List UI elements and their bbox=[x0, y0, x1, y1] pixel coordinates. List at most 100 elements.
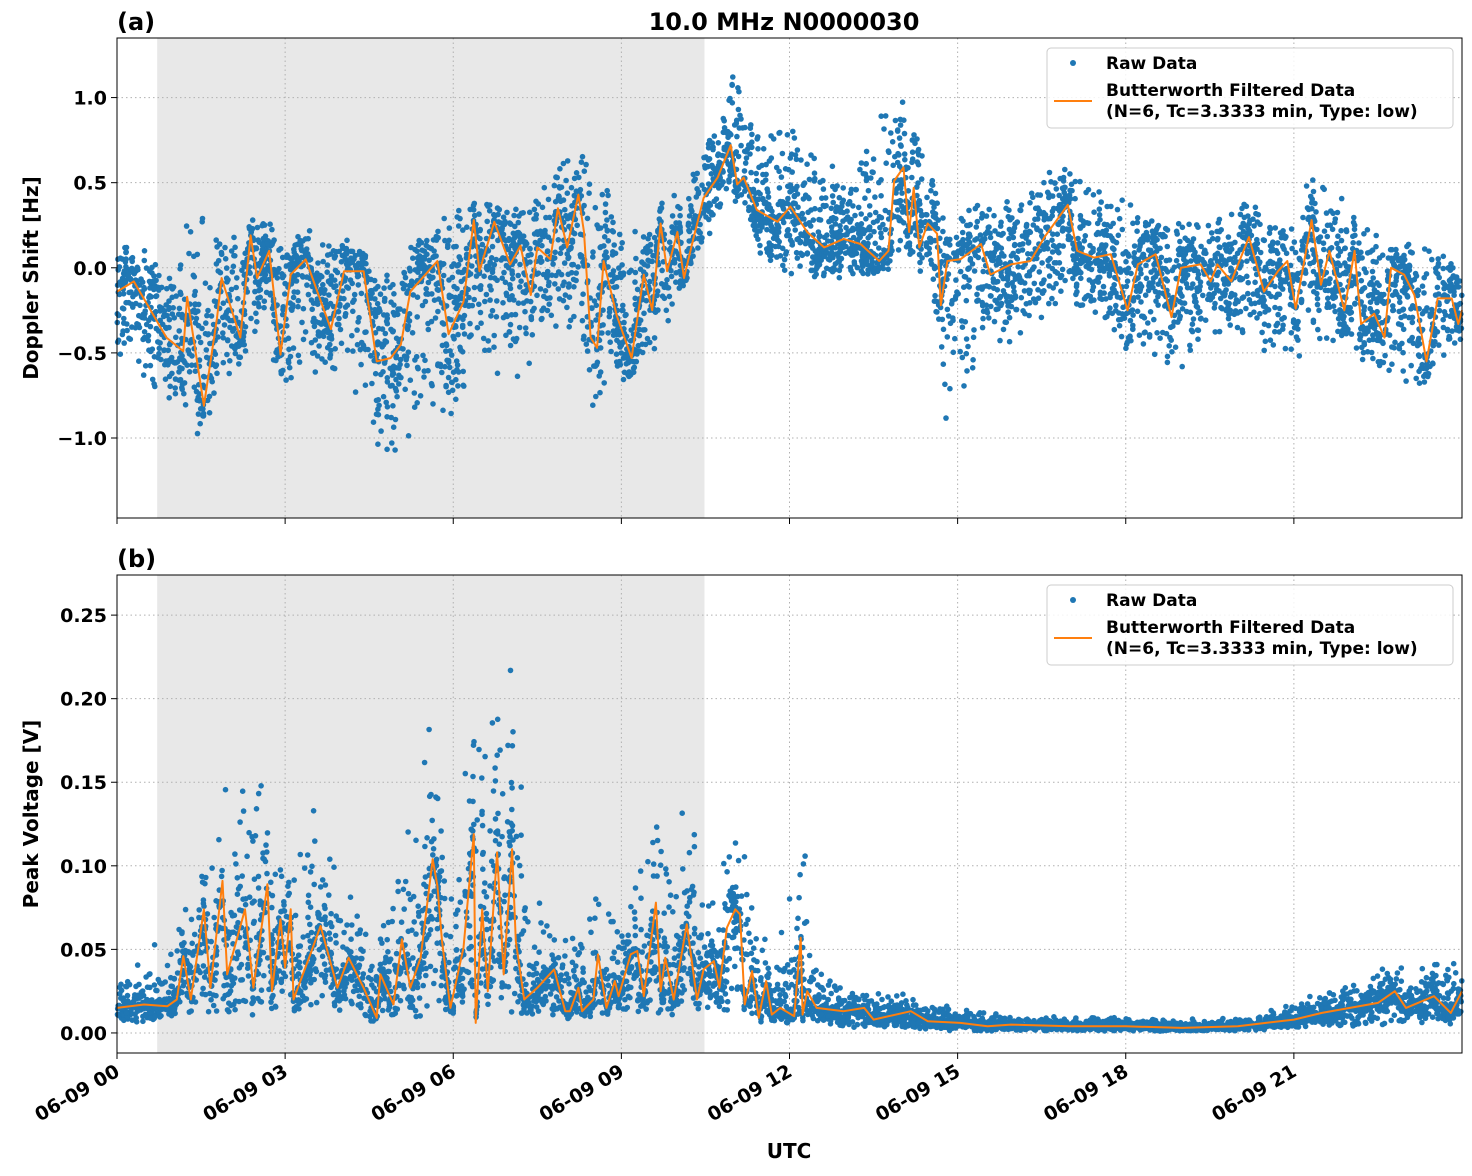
raw-data-point bbox=[768, 221, 774, 227]
raw-data-point bbox=[230, 328, 236, 334]
raw-data-point bbox=[1389, 344, 1395, 350]
raw-data-point bbox=[669, 301, 675, 307]
raw-data-point bbox=[1117, 216, 1123, 222]
raw-data-point bbox=[1104, 265, 1110, 271]
raw-data-point bbox=[1368, 292, 1374, 298]
raw-data-point bbox=[678, 281, 684, 287]
raw-data-point bbox=[798, 157, 804, 163]
raw-data-point bbox=[216, 258, 222, 264]
raw-data-point bbox=[942, 382, 948, 388]
raw-data-point bbox=[1397, 264, 1403, 270]
raw-data-point bbox=[223, 256, 229, 262]
raw-data-point bbox=[785, 132, 791, 138]
raw-data-point bbox=[447, 293, 453, 299]
raw-data-point bbox=[580, 291, 586, 297]
raw-data-point bbox=[299, 320, 305, 326]
raw-data-point bbox=[390, 282, 396, 288]
raw-data-point bbox=[600, 192, 606, 198]
raw-data-point bbox=[248, 230, 254, 236]
raw-data-point bbox=[711, 199, 717, 205]
raw-data-point bbox=[350, 348, 356, 354]
raw-data-point bbox=[619, 240, 625, 246]
raw-data-point bbox=[1189, 285, 1195, 291]
raw-data-point bbox=[647, 340, 653, 346]
raw-data-point bbox=[560, 283, 566, 289]
raw-data-point bbox=[391, 291, 397, 297]
raw-data-point bbox=[458, 347, 464, 353]
raw-data-point bbox=[295, 234, 301, 240]
raw-data-point bbox=[617, 232, 623, 238]
raw-data-point bbox=[491, 333, 497, 339]
raw-data-point bbox=[1333, 294, 1339, 300]
raw-data-point bbox=[1316, 236, 1322, 242]
raw-data-point bbox=[1406, 315, 1412, 321]
raw-data-point bbox=[1062, 167, 1068, 173]
raw-data-point bbox=[593, 205, 599, 211]
raw-data-point bbox=[503, 280, 509, 286]
raw-data-point bbox=[1090, 288, 1096, 294]
raw-data-point bbox=[1259, 330, 1265, 336]
raw-data-point bbox=[953, 277, 959, 283]
raw-data-point bbox=[422, 254, 428, 260]
raw-data-point bbox=[1020, 308, 1026, 314]
raw-data-point bbox=[1113, 303, 1119, 309]
raw-data-point bbox=[785, 201, 791, 207]
raw-data-point bbox=[883, 160, 889, 166]
raw-data-point bbox=[256, 288, 262, 294]
raw-data-point bbox=[213, 364, 219, 370]
raw-data-point bbox=[353, 389, 359, 395]
raw-data-point bbox=[403, 275, 409, 281]
raw-data-point bbox=[484, 292, 490, 298]
raw-data-point bbox=[824, 232, 830, 238]
raw-data-point bbox=[863, 171, 869, 177]
raw-data-point bbox=[1277, 257, 1283, 263]
raw-data-point bbox=[241, 264, 247, 270]
raw-data-point bbox=[610, 228, 616, 234]
raw-data-point bbox=[424, 238, 430, 244]
raw-data-point bbox=[992, 228, 998, 234]
raw-data-point bbox=[1235, 251, 1241, 257]
raw-data-point bbox=[421, 374, 427, 380]
raw-data-point bbox=[278, 246, 284, 252]
raw-data-point bbox=[1272, 305, 1278, 311]
raw-data-point bbox=[1077, 179, 1083, 185]
raw-data-point bbox=[981, 284, 987, 290]
raw-data-point bbox=[1448, 281, 1454, 287]
raw-data-point bbox=[166, 298, 172, 304]
raw-data-point bbox=[1304, 183, 1310, 189]
raw-data-point bbox=[320, 259, 326, 265]
raw-data-point bbox=[1399, 341, 1405, 347]
raw-data-point bbox=[552, 250, 558, 256]
raw-data-point bbox=[659, 268, 665, 274]
raw-data-point bbox=[1143, 263, 1149, 269]
raw-data-point bbox=[1165, 269, 1171, 275]
raw-data-point bbox=[484, 219, 490, 225]
raw-data-point bbox=[299, 273, 305, 279]
raw-data-point bbox=[1455, 279, 1461, 285]
raw-data-point bbox=[283, 377, 289, 383]
raw-data-point bbox=[545, 273, 551, 279]
raw-data-point bbox=[1032, 281, 1038, 287]
raw-data-point bbox=[847, 247, 853, 253]
raw-data-point bbox=[833, 261, 839, 267]
raw-data-point bbox=[118, 351, 124, 357]
raw-data-point bbox=[472, 285, 478, 291]
raw-data-point bbox=[333, 253, 339, 259]
raw-data-point bbox=[1275, 240, 1281, 246]
raw-data-point bbox=[826, 256, 832, 262]
raw-data-point bbox=[425, 291, 431, 297]
raw-data-point bbox=[1178, 291, 1184, 297]
raw-data-point bbox=[393, 377, 399, 383]
raw-data-point bbox=[195, 308, 201, 314]
raw-data-point bbox=[1007, 315, 1013, 321]
raw-data-point bbox=[488, 313, 494, 319]
raw-data-point bbox=[235, 296, 241, 302]
raw-data-point bbox=[1361, 350, 1367, 356]
raw-data-point bbox=[1012, 225, 1018, 231]
raw-data-point bbox=[1335, 329, 1341, 335]
raw-data-point bbox=[1330, 227, 1336, 233]
raw-data-point bbox=[774, 254, 780, 260]
raw-data-point bbox=[1339, 238, 1345, 244]
raw-data-point bbox=[1396, 321, 1402, 327]
raw-data-point bbox=[1036, 211, 1042, 217]
